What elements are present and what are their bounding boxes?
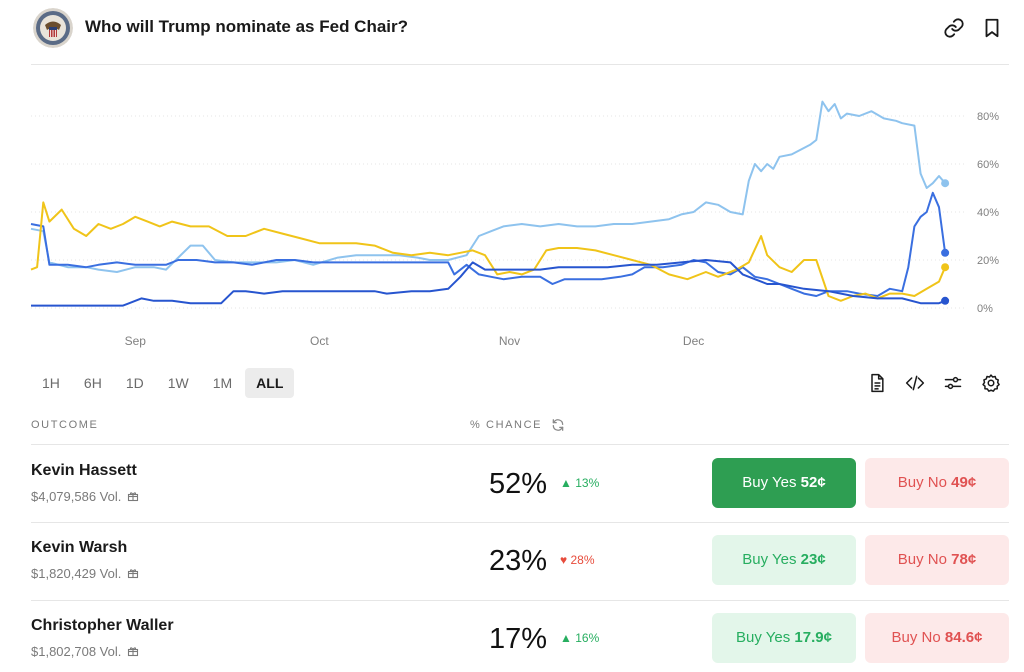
gear-icon[interactable] <box>981 373 1001 393</box>
buy-no-button[interactable]: Buy No 78¢ <box>865 535 1009 585</box>
chart-svg: 0% 20% 40% 60% 80% Sep Oct Nov Dec <box>30 100 999 348</box>
outcome-chance: 17% <box>489 623 548 655</box>
outcome-name: Christopher Waller <box>31 617 174 634</box>
chance-change: ▲ 16% <box>560 631 599 645</box>
triangle-up-icon: ▲ <box>560 631 572 645</box>
chance-change: ▲ 13% <box>560 476 599 490</box>
range-button-1w[interactable]: 1W <box>167 375 189 391</box>
chart-tools <box>0 373 1024 393</box>
series-line-1 <box>30 191 947 297</box>
outcome-column-header: OUTCOME <box>31 419 99 431</box>
bookmark-icon[interactable] <box>981 17 1003 39</box>
buy-yes-label: Buy Yes <box>742 474 797 491</box>
buy-no-button[interactable]: Buy No 84.6¢ <box>865 613 1009 663</box>
range-button-1m[interactable]: 1M <box>212 375 233 391</box>
range-button-all[interactable]: ALL <box>245 368 295 398</box>
gift-icon <box>128 492 139 502</box>
link-icon[interactable] <box>943 17 965 39</box>
y-tick-label: 80% <box>977 111 999 123</box>
y-tick-label: 0% <box>977 303 993 315</box>
series-end-dot-1 <box>941 248 950 257</box>
outcome-row[interactable]: Kevin Warsh $1,820,429 Vol. 23% ♥ 28% Buy Ye… <box>0 523 1024 600</box>
series-end-dot-0 <box>941 179 950 188</box>
outcome-chance: 23% <box>489 545 548 577</box>
header-divider <box>31 64 1009 65</box>
outcome-name: Kevin Hassett <box>31 462 137 479</box>
series-end-dot-3 <box>941 296 950 305</box>
x-tick-label: Oct <box>310 334 329 348</box>
buy-no-label: Buy No <box>897 474 947 491</box>
buy-yes-button[interactable]: Buy Yes 52¢ <box>712 458 856 508</box>
table-divider <box>31 444 1009 445</box>
triangle-down-icon: ♥ <box>560 553 568 567</box>
volume-value: $4,079,586 Vol. <box>31 489 122 504</box>
buy-yes-price: 23¢ <box>800 551 826 568</box>
chance-change: ♥ 28% <box>560 553 595 567</box>
range-button-1d[interactable]: 1D <box>125 375 144 391</box>
outcome-volume: $1,820,429 Vol. <box>31 566 139 581</box>
change-value: 16% <box>575 631 600 645</box>
buy-yes-label: Buy Yes <box>736 629 791 646</box>
buy-yes-label: Buy Yes <box>742 551 797 568</box>
y-tick-label: 40% <box>977 207 999 219</box>
outcome-volume: $1,802,708 Vol. <box>31 644 139 659</box>
change-value: 28% <box>570 553 595 567</box>
buy-yes-price: 52¢ <box>800 474 826 491</box>
row-divider <box>31 600 1009 601</box>
market-header: Who will Trump nominate as Fed Chair? <box>0 0 1024 64</box>
gift-icon <box>128 569 139 579</box>
federal-reserve-seal-logo <box>33 8 73 48</box>
y-tick-label: 20% <box>977 255 999 267</box>
buy-yes-button[interactable]: Buy Yes 17.9¢ <box>712 613 856 663</box>
buy-no-price: 78¢ <box>951 551 977 568</box>
triangle-up-icon: ▲ <box>560 476 572 490</box>
page-title: Who will Trump nominate as Fed Chair? <box>85 17 409 36</box>
series-line-0 <box>30 100 946 273</box>
y-tick-label: 60% <box>977 159 999 171</box>
buy-no-price: 49¢ <box>951 474 977 491</box>
x-tick-label: Dec <box>683 334 704 348</box>
x-tick-label: Nov <box>499 334 520 348</box>
volume-value: $1,820,429 Vol. <box>31 566 122 581</box>
time-range-selector: 1H 6H 1D 1W 1M ALL <box>31 368 296 398</box>
x-tick-label: Sep <box>125 334 147 348</box>
buy-no-price: 84.6¢ <box>944 629 983 646</box>
chance-column-header: % CHANCE <box>470 419 543 431</box>
outcome-chance: 52% <box>489 468 548 500</box>
outcome-row[interactable]: Kevin Hassett $4,079,586 Vol. 52% ▲ 13% Buy … <box>0 446 1024 523</box>
sliders-icon[interactable] <box>943 373 963 393</box>
probability-chart[interactable]: 0% 20% 40% 60% 80% Sep Oct Nov Dec <box>0 70 1024 360</box>
range-button-6h[interactable]: 6H <box>83 375 102 391</box>
outcome-row[interactable]: Christopher Waller $1,802,708 Vol. 17% ▲ 16… <box>0 601 1024 672</box>
code-embed-icon[interactable] <box>905 373 925 393</box>
series-end-dot-2 <box>941 263 950 272</box>
document-icon[interactable] <box>867 373 887 393</box>
range-button-1h[interactable]: 1H <box>42 375 60 391</box>
gift-icon <box>128 647 139 657</box>
volume-value: $1,802,708 Vol. <box>31 644 122 659</box>
refresh-icon[interactable] <box>551 418 565 432</box>
series-line-2 <box>30 201 947 302</box>
buy-yes-button[interactable]: Buy Yes 23¢ <box>712 535 856 585</box>
change-value: 13% <box>575 476 600 490</box>
outcome-volume: $4,079,586 Vol. <box>31 489 139 504</box>
outcome-name: Kevin Warsh <box>31 539 128 556</box>
series-line-3 <box>31 259 946 307</box>
buy-no-button[interactable]: Buy No 49¢ <box>865 458 1009 508</box>
row-divider <box>31 522 1009 523</box>
buy-no-label: Buy No <box>891 629 941 646</box>
buy-no-label: Buy No <box>897 551 947 568</box>
buy-yes-price: 17.9¢ <box>794 629 832 646</box>
